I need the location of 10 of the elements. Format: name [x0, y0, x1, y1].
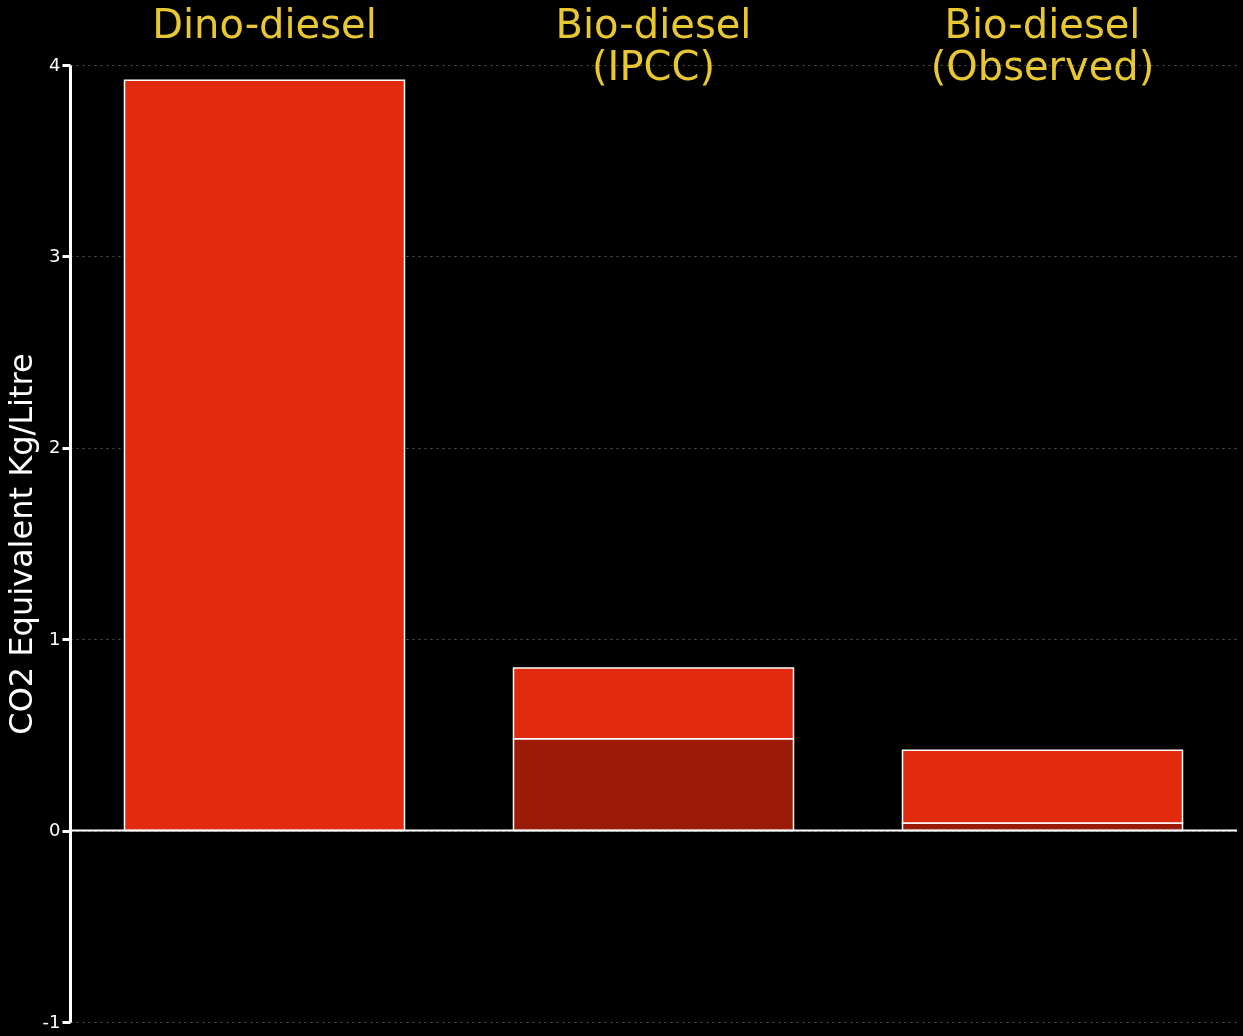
- y-tick-label: 2: [49, 436, 61, 458]
- y-axis-title: CO2 Equivalent Kg/Litre: [1, 353, 40, 735]
- x-tick-label: Dino-diesel: [152, 0, 377, 47]
- x-tick-label: Bio-diesel (IPCC): [555, 0, 752, 89]
- y-tick-label: -1: [42, 1010, 61, 1032]
- x-tick-label: Bio-diesel (Observed): [930, 0, 1155, 89]
- y-tick-label: 3: [49, 244, 61, 266]
- y-tick-label: 0: [49, 819, 61, 841]
- y-tick-label: 4: [49, 53, 61, 75]
- y-tick-label: 1: [49, 627, 61, 649]
